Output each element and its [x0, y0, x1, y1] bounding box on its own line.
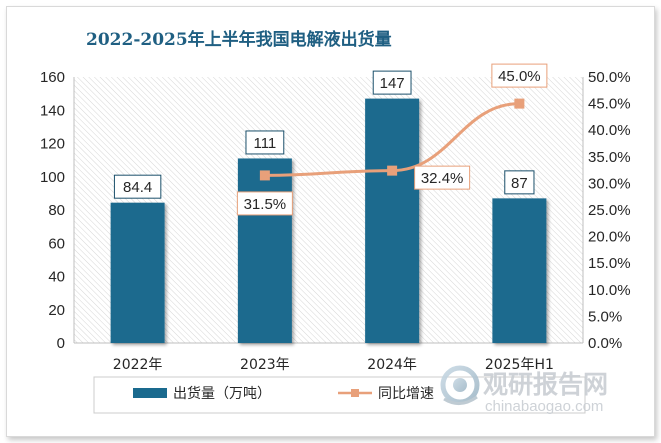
right-tick-label: 35.0% [588, 149, 631, 166]
watermark-text: 观研报告网 [483, 370, 608, 399]
line-data-label-box [491, 63, 548, 88]
bar-data-label: 147 [380, 75, 405, 92]
bar-data-label: 87 [511, 175, 528, 192]
legend-bar-swatch [133, 388, 167, 398]
chart-title: 2022-2025年上半年我国电解液出货量 [86, 29, 392, 50]
bar-data-label-box [113, 174, 162, 199]
right-tick-label: 50.0% [588, 69, 631, 86]
left-tick-label: 40 [48, 269, 65, 286]
bar-data-label: 111 [253, 135, 276, 152]
line-data-label-box [236, 191, 293, 216]
right-tick-label: 45.0% [588, 96, 631, 113]
bar [110, 202, 165, 343]
right-tick-label: 5.0% [588, 308, 622, 325]
bar-data-label-group: 84.4 [113, 174, 162, 199]
line-data-label: 45.0% [498, 68, 541, 85]
bar [237, 158, 292, 343]
right-tick-label: 10.0% [588, 282, 631, 299]
left-tick-label: 140 [40, 102, 65, 119]
category-label: 2022年 [113, 357, 163, 373]
right-axis: 0.0% 5.0% 10.0% 15.0% 20.0% 25.0% 30.0% 35.0% 40… [582, 69, 631, 352]
left-axis: 0 20 40 60 80 100 120 140 160 [40, 69, 583, 352]
watermark: 观研报告网 chinabaogao.com [440, 365, 608, 415]
right-tick-label: 15.0% [588, 255, 631, 272]
legend-line-marker [351, 389, 359, 397]
data-labels: 84.4 111 147 87 31.5% 32.4% 45.0% [113, 63, 548, 216]
legend: 出货量（万吨） 同比增速 [93, 376, 586, 414]
bar-data-label-group: 87 [504, 170, 535, 195]
bar-data-label-group: 111 [245, 130, 285, 155]
right-tick-label: 40.0% [588, 122, 631, 139]
left-tick-label: 100 [40, 169, 65, 186]
legend-bar-label: 出货量（万吨） [173, 385, 271, 402]
line-marker [387, 165, 398, 176]
line-data-label-box [414, 165, 471, 190]
line-data-label: 31.5% [244, 196, 287, 213]
left-tick-label: 80 [48, 202, 65, 219]
line-marker [259, 170, 270, 181]
category-label: 2025年H1 [485, 357, 554, 373]
right-tick-label: 25.0% [588, 202, 631, 219]
chart-svg: 2022-2025年上半年我国电解液出货量 0 20 40 60 80 100 120 140… [40, 29, 631, 415]
line-data-label: 32.4% [421, 170, 464, 187]
legend-box [93, 376, 586, 414]
bar-data-label-box [504, 170, 535, 195]
left-tick-label: 60 [48, 235, 65, 252]
right-tick-label: 20.0% [588, 229, 631, 246]
category-axis: 2022年 2023年 2024年 2025年H1 [113, 357, 554, 373]
bar-data-label: 84.4 [123, 179, 152, 196]
watermark-url: chinabaogao.com [485, 398, 603, 415]
left-tick-label: 160 [40, 69, 65, 86]
bar-series [110, 98, 547, 343]
bar-data-label-box [245, 130, 285, 155]
bar [492, 198, 547, 343]
line-data-label-group: 32.4% [414, 165, 471, 190]
right-tick-label: 30.0% [588, 175, 631, 192]
chart-card: 2022-2025年上半年我国电解液出货量 0 20 40 60 80 100 120 140… [6, 6, 655, 437]
line-series [259, 98, 525, 181]
line-data-label-group: 45.0% [491, 63, 548, 88]
category-label: 2023年 [240, 357, 290, 373]
bar-data-label-group: 147 [372, 70, 412, 95]
left-tick-label: 0 [57, 335, 65, 352]
left-tick-label: 20 [48, 302, 65, 319]
watermark-logo-icon [440, 365, 480, 405]
bar-data-label-box [372, 70, 412, 95]
legend-line-label: 同比增速 [378, 386, 434, 402]
right-tick-label: 0.0% [588, 335, 622, 352]
line-data-label-group: 31.5% [236, 191, 293, 216]
bar [365, 98, 420, 343]
category-label: 2024年 [367, 357, 417, 373]
line-marker [514, 98, 525, 109]
left-tick-label: 120 [40, 136, 65, 153]
